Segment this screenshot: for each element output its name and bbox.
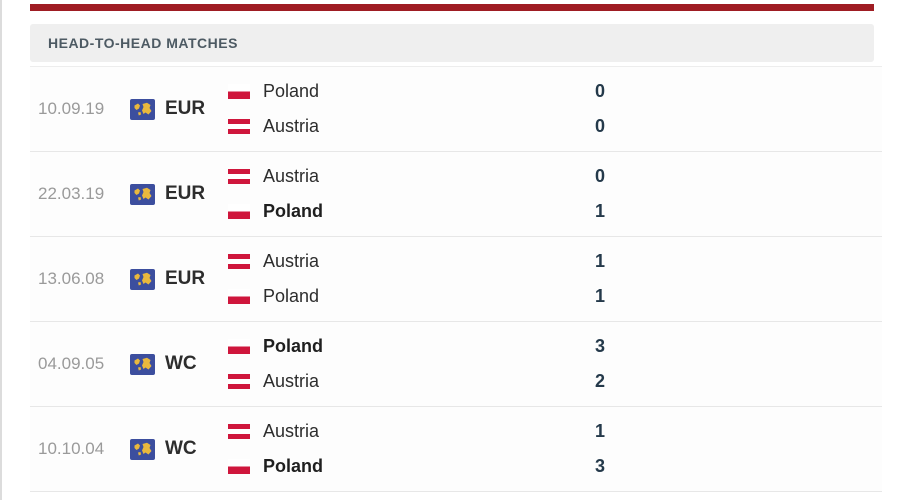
team-score: 0 (594, 116, 605, 136)
top-accent-bar (30, 4, 874, 11)
team-name: Poland (263, 336, 324, 356)
match-date: 04.09.05 (38, 354, 105, 373)
team-flag-icon (228, 424, 250, 439)
team-line: Austria (228, 371, 560, 392)
team-flag-icon (228, 459, 250, 474)
team-name: Poland (263, 456, 324, 476)
scores-cell: 1 3 (560, 407, 640, 491)
competition-code: EUR (165, 98, 206, 119)
team-line: Austria (228, 421, 560, 442)
match-row[interactable]: 04.09.05 WC Poland Austria (30, 322, 882, 407)
scores-cell: 0 0 (560, 67, 640, 151)
match-row[interactable]: 22.03.19 EUR Austria Poland (30, 152, 882, 237)
team-flag-icon (228, 289, 250, 304)
teams-cell: Austria Poland (228, 407, 560, 491)
team-name: Poland (263, 286, 320, 306)
competition-code: WC (165, 353, 197, 374)
team-line: Poland (228, 336, 560, 357)
competition-cell: EUR (130, 183, 228, 205)
team-score: 0 (594, 81, 605, 101)
scores-cell: 3 2 (560, 322, 640, 406)
team-score: 3 (594, 456, 605, 476)
teams-cell: Austria Poland (228, 152, 560, 236)
team-score: 0 (594, 166, 605, 186)
competition-globe-icon (130, 98, 155, 120)
team-score: 2 (594, 371, 605, 391)
team-flag-icon (228, 119, 250, 134)
competition-cell: WC (130, 438, 228, 460)
section-title: HEAD-TO-HEAD MATCHES (48, 35, 238, 51)
competition-globe-icon (130, 353, 155, 375)
team-line: Poland (228, 286, 560, 307)
team-flag-icon (228, 169, 250, 184)
teams-cell: Poland Austria (228, 67, 560, 151)
team-score: 1 (594, 251, 605, 271)
team-line: Poland (228, 456, 560, 477)
team-line: Austria (228, 116, 560, 137)
matches-table: 10.09.19 EUR Poland Austria (30, 66, 882, 492)
competition-code: EUR (165, 183, 206, 204)
scores-cell: 1 1 (560, 237, 640, 321)
team-name: Poland (263, 81, 320, 101)
section-header: HEAD-TO-HEAD MATCHES (30, 24, 874, 62)
team-flag-icon (228, 254, 250, 269)
team-score: 1 (594, 421, 605, 441)
competition-globe-icon (130, 268, 155, 290)
team-name: Austria (263, 251, 320, 271)
team-score: 1 (594, 286, 605, 306)
team-name: Austria (263, 166, 320, 186)
team-score: 1 (594, 201, 605, 221)
match-date: 10.09.19 (38, 99, 105, 118)
team-line: Austria (228, 166, 560, 187)
team-name: Austria (263, 421, 320, 441)
competition-globe-icon (130, 438, 155, 460)
team-line: Austria (228, 251, 560, 272)
competition-code: WC (165, 438, 197, 459)
competition-globe-icon (130, 183, 155, 205)
competition-cell: WC (130, 353, 228, 375)
team-flag-icon (228, 84, 250, 99)
team-flag-icon (228, 339, 250, 354)
team-line: Poland (228, 81, 560, 102)
team-name: Poland (263, 201, 324, 221)
scores-cell: 0 1 (560, 152, 640, 236)
teams-cell: Poland Austria (228, 322, 560, 406)
competition-cell: EUR (130, 98, 228, 120)
team-flag-icon (228, 204, 250, 219)
match-date: 13.06.08 (38, 269, 105, 288)
competition-cell: EUR (130, 268, 228, 290)
match-row[interactable]: 10.09.19 EUR Poland Austria (30, 67, 882, 152)
team-name: Austria (263, 371, 320, 391)
team-line: Poland (228, 201, 560, 222)
team-flag-icon (228, 374, 250, 389)
teams-cell: Austria Poland (228, 237, 560, 321)
team-name: Austria (263, 116, 320, 136)
team-score: 3 (594, 336, 605, 356)
match-row[interactable]: 13.06.08 EUR Austria Poland (30, 237, 882, 322)
competition-code: EUR (165, 268, 206, 289)
match-row[interactable]: 10.10.04 WC Austria Poland (30, 407, 882, 492)
match-date: 22.03.19 (38, 184, 105, 203)
match-date: 10.10.04 (38, 439, 105, 458)
